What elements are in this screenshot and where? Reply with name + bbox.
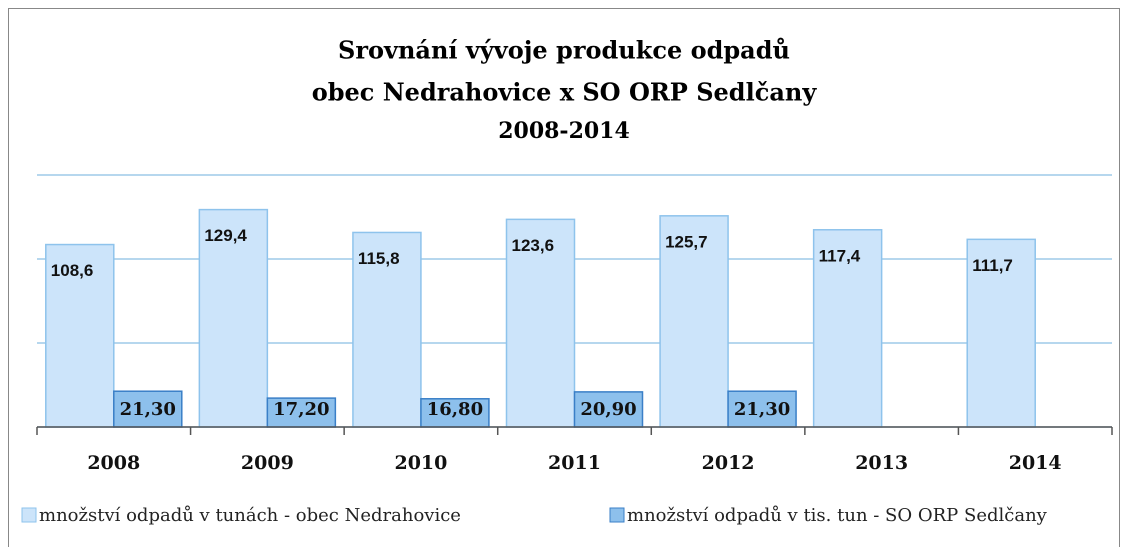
bar bbox=[352, 231, 422, 428]
chart-title: obec Nedrahovice x SO ORP Sedlčany bbox=[312, 78, 818, 107]
bar bbox=[266, 397, 337, 428]
chart-title: Srovnání vývoje produkce odpadů bbox=[338, 36, 790, 65]
x-tick-label: 2010 bbox=[394, 452, 447, 474]
data-label: 108,6 bbox=[51, 261, 94, 280]
data-label: 21,30 bbox=[734, 399, 790, 420]
chart-title: 2008-2014 bbox=[498, 118, 630, 144]
data-label: 111,7 bbox=[972, 256, 1013, 275]
bar bbox=[505, 218, 576, 428]
x-tick-label: 2008 bbox=[87, 452, 140, 474]
data-label: 125,7 bbox=[665, 232, 708, 251]
x-tick-label: 2013 bbox=[855, 452, 908, 474]
legend-swatch bbox=[21, 507, 37, 523]
bar bbox=[966, 238, 1036, 428]
legend-label: množství odpadů v tunách - obec Nedrahov… bbox=[39, 504, 461, 526]
bar bbox=[45, 243, 115, 428]
bar bbox=[573, 391, 644, 428]
data-label: 115,8 bbox=[358, 249, 400, 268]
bar bbox=[420, 398, 490, 428]
data-label: 17,20 bbox=[273, 399, 329, 420]
bar bbox=[812, 229, 883, 428]
data-label: 123,6 bbox=[512, 236, 555, 255]
data-label: 16,80 bbox=[427, 399, 483, 420]
bar bbox=[198, 208, 269, 428]
data-label: 21,30 bbox=[120, 399, 176, 420]
x-tick-label: 2011 bbox=[548, 452, 601, 474]
data-label: 20,90 bbox=[580, 399, 636, 420]
legend-label: množství odpadů v tis. tun - SO ORP Sedl… bbox=[627, 504, 1048, 526]
legend-swatch bbox=[609, 507, 625, 523]
bar bbox=[727, 390, 797, 428]
x-tick-label: 2009 bbox=[241, 452, 294, 474]
x-tick-label: 2012 bbox=[702, 452, 755, 474]
x-tick-label: 2014 bbox=[1009, 452, 1062, 474]
data-label: 129,4 bbox=[204, 226, 247, 245]
data-label: 117,4 bbox=[819, 246, 861, 265]
